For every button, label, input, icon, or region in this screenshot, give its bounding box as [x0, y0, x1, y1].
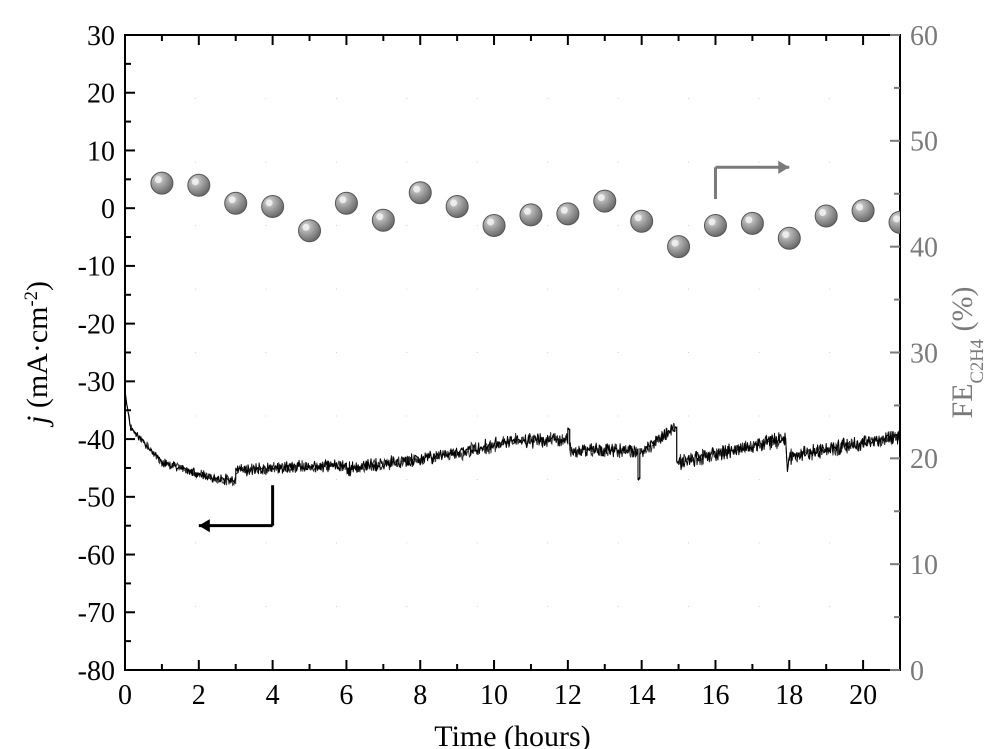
chart-svg: 0 2 4 6 8 10 12 14 16 18 20 Time (hours) -80 -70 -60 -5…: [0, 0, 1000, 749]
yleft-tick-label: 30: [87, 21, 115, 52]
yleft-tick-label: -30: [78, 367, 115, 398]
fe-point: [704, 215, 726, 237]
x-axis-label: Time (hours): [434, 720, 590, 749]
fe-point: [372, 209, 394, 231]
yright-tick-label: 20: [910, 444, 938, 475]
fe-point: [225, 192, 247, 214]
chart-container: 0 2 4 6 8 10 12 14 16 18 20 Time (hours) -80 -70 -60 -5…: [0, 0, 1000, 749]
fe-point: [299, 220, 321, 242]
fe-point: [409, 182, 431, 204]
yleft-tick-label: -80: [78, 656, 115, 687]
yleft-tick-label: 0: [101, 194, 115, 225]
fe-point: [335, 192, 357, 214]
yright-tick-label: 10: [910, 550, 938, 581]
fe-point: [446, 195, 468, 217]
x-tick-label: 16: [701, 680, 729, 711]
fe-point: [520, 204, 542, 226]
yright-tick-label: 60: [910, 21, 938, 52]
yleft-tick-label: -70: [78, 598, 115, 629]
x-tick-label: 2: [192, 680, 206, 711]
yleft-tick-label: 20: [87, 79, 115, 110]
x-tick-label: 20: [849, 680, 877, 711]
yright-tick-label: 40: [910, 232, 938, 263]
x-tick-label: 10: [480, 680, 508, 711]
fe-point: [778, 227, 800, 249]
fe-point: [188, 174, 210, 196]
x-tick-label: 14: [628, 680, 656, 711]
yleft-tick-label: -20: [78, 309, 115, 340]
x-tick-label: 6: [339, 680, 353, 711]
fe-point: [631, 210, 653, 232]
fe-point: [557, 203, 579, 225]
fe-point: [594, 190, 616, 212]
x-tick-label: 8: [413, 680, 427, 711]
fe-point: [852, 200, 874, 222]
chart-background: [0, 0, 1000, 749]
x-tick-label: 4: [266, 680, 280, 711]
fe-point: [151, 172, 173, 194]
fe-point: [262, 195, 284, 217]
yleft-tick-label: -40: [78, 425, 115, 456]
yleft-tick-label: -60: [78, 540, 115, 571]
fe-point: [815, 205, 837, 227]
fe-point: [483, 215, 505, 237]
yleft-tick-label: -10: [78, 252, 115, 283]
x-tick-label: 0: [118, 680, 132, 711]
yright-tick-label: 0: [910, 656, 924, 687]
yleft-tick-label: 10: [87, 136, 115, 167]
x-tick-label: 12: [554, 680, 582, 711]
fe-point: [741, 212, 763, 234]
fe-point: [668, 236, 690, 258]
x-tick-label: 18: [775, 680, 803, 711]
yright-tick-label: 30: [910, 338, 938, 369]
yright-tick-label: 50: [910, 127, 938, 158]
yleft-tick-label: -50: [78, 483, 115, 514]
